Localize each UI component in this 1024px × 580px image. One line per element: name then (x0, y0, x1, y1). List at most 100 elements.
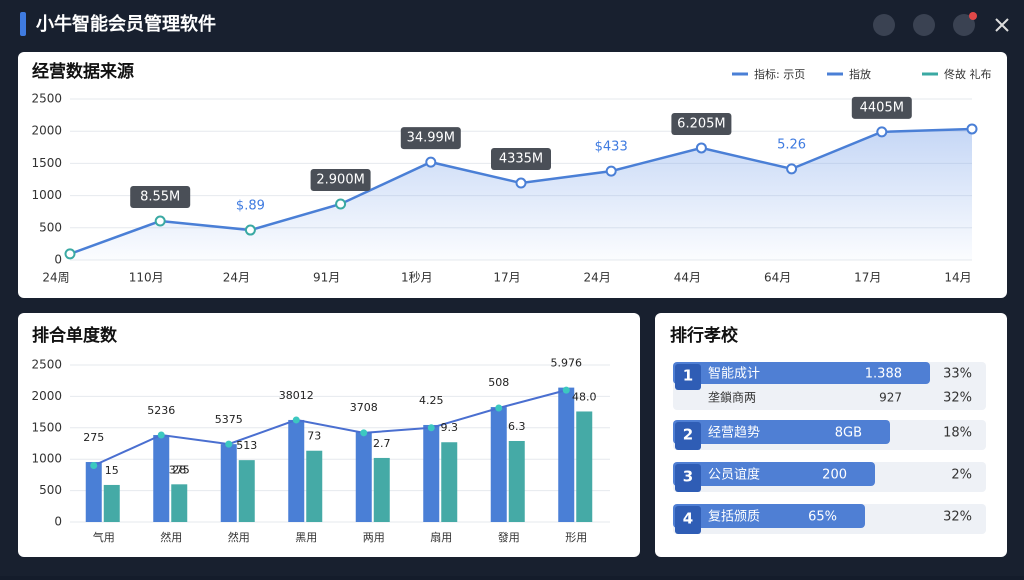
annotation-box (671, 112, 732, 135)
annotation: 5.26 (777, 137, 806, 152)
row-pct: 18% (943, 426, 972, 441)
data-label: 3708 (350, 401, 378, 414)
annotation: 6.205M (677, 116, 725, 131)
y-tick-label: 1500 (31, 420, 62, 434)
data-label: 48.0 (572, 390, 597, 403)
point (425, 156, 437, 168)
row-name: 复括颁质 (708, 510, 760, 525)
annotation-box (491, 148, 551, 171)
annotation-box (310, 168, 371, 191)
row-pct: 2% (951, 468, 972, 483)
y-tick-label: 2500 (31, 92, 62, 106)
user-icon[interactable] (873, 14, 895, 36)
annotation: 4405M (860, 100, 904, 115)
bar (220, 444, 237, 522)
y-tick-label: 1500 (31, 156, 62, 170)
row-pct: 33% (943, 367, 972, 382)
data-label: 73 (307, 430, 321, 443)
y-tick-label: 2000 (31, 389, 62, 403)
data-label: 4.25 (419, 394, 444, 407)
card-title: 排行孝校 (670, 325, 739, 346)
y-tick-label: 2500 (31, 358, 62, 372)
point (427, 424, 435, 432)
bar (103, 484, 120, 522)
annotation-box (400, 127, 461, 150)
close-button[interactable] (995, 18, 1009, 32)
annotation: 8.55M (140, 190, 180, 205)
row-value: 8GB (835, 426, 862, 441)
bar (508, 440, 525, 522)
data-label: 38012 (279, 389, 314, 402)
x-tick-label: 64月 (764, 271, 791, 285)
annotation: 4335M (499, 152, 543, 167)
bar (171, 484, 188, 522)
bar (288, 419, 305, 522)
message-icon[interactable] (953, 14, 975, 36)
row-name: 公员谊度 (708, 467, 760, 483)
y-tick-label: 500 (39, 220, 62, 234)
x-tick-label: 24月 (584, 271, 611, 285)
point (876, 126, 888, 138)
point (360, 429, 368, 437)
card-title: 排合单度数 (32, 325, 118, 346)
home-icon[interactable] (913, 14, 935, 36)
y-tick-label: 0 (54, 253, 62, 267)
row-bar (673, 420, 890, 444)
x-tick-label: 發用 (498, 530, 520, 544)
point (90, 461, 98, 469)
legend-label: 指标: 示页 (754, 67, 805, 81)
data-label: 9.3 (441, 421, 459, 434)
bar (355, 432, 372, 522)
x-tick-label: 110月 (129, 271, 164, 285)
trend-line (93, 389, 567, 467)
bar (490, 407, 507, 522)
row-bar (673, 504, 865, 528)
row-value: 65% (808, 510, 837, 525)
bar (306, 450, 323, 522)
y-tick-label: 1000 (31, 452, 62, 466)
data-label: 28 (172, 463, 186, 476)
row-sub-name: 垄鎖商两 (708, 390, 756, 405)
x-tick-label: 44月 (674, 271, 701, 285)
data-label: 2.7 (373, 437, 391, 450)
annotation: 34.99M (407, 131, 455, 146)
point (335, 198, 347, 210)
point (64, 248, 76, 260)
bar (373, 457, 390, 522)
y-tick-label: 500 (39, 483, 62, 497)
x-tick-label: 1秒月 (401, 271, 433, 285)
data-label: 375 (169, 463, 190, 476)
point (244, 224, 256, 236)
bar (423, 424, 440, 522)
row-name: 智能成计 (708, 367, 760, 382)
card-title: 经营数据来源 (32, 61, 134, 82)
point (966, 123, 978, 135)
point (515, 177, 527, 189)
rank: 2 (683, 426, 693, 444)
row-sub-value: 927 (879, 391, 902, 405)
annotation: $.89 (236, 199, 265, 214)
area (70, 128, 972, 260)
rank-badge (675, 422, 701, 450)
legend-label: 指放 (849, 67, 871, 81)
annotation-box (851, 96, 912, 119)
row-pct: 32% (943, 510, 972, 525)
row-bar (673, 462, 875, 486)
x-tick-label: 然用 (228, 530, 250, 544)
x-tick-label: 形用 (565, 531, 587, 544)
data-label: 15 (105, 464, 119, 477)
point (157, 431, 165, 439)
bar (238, 460, 255, 522)
data-label: 6.3 (508, 420, 526, 433)
x-tick-label: 24月 (223, 271, 250, 285)
data-label: 275 (83, 431, 104, 444)
annotation-box (130, 186, 191, 209)
annotation: 2.900M (316, 172, 364, 187)
data-label: 508 (488, 376, 509, 389)
x-tick-label: 17月 (854, 271, 881, 285)
data-label: 513 (236, 439, 257, 452)
rank-badge (675, 464, 701, 492)
x-tick-label: 两用 (363, 531, 385, 544)
annotation: $433 (595, 140, 628, 155)
